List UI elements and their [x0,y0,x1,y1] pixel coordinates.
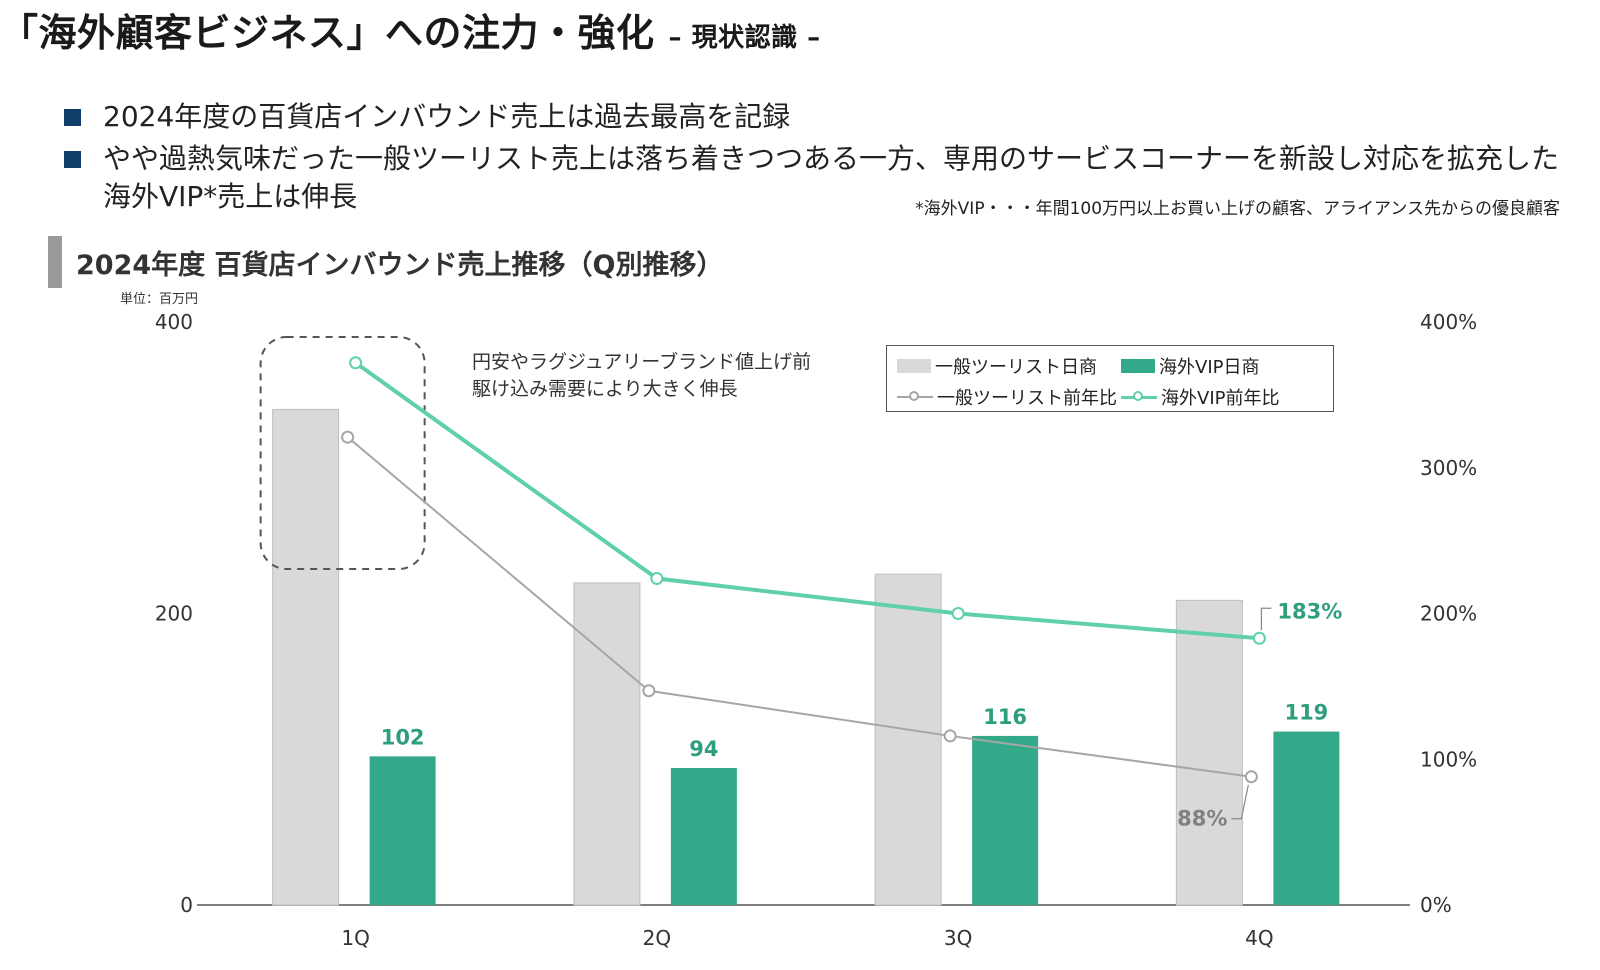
bar-tourist [874,573,942,906]
y-left-tick-label: 0 [180,893,193,917]
bar-tourist [1175,599,1243,906]
legend-item: 一般ツーリスト日商 [897,353,1097,379]
annotation-line: 円安やラグジュアリーブランド値上げ前 [472,351,812,373]
legend-item: 海外VIP日商 [1121,353,1259,379]
legend-swatch-bar [1121,359,1155,373]
x-tick-label: 4Q [1245,926,1273,950]
line-tourist-marker [341,430,355,444]
y-left-tick-label: 400 [155,310,193,334]
chart-annotation: 円安やラグジュアリーブランド値上げ前 駆け込み需要により大きく伸長 [472,349,811,403]
section-header: 2024年度 百貨店インバウンド売上推移（Q別推移） [48,236,724,288]
y-right-tick-label: 0% [1420,893,1452,917]
page-title-sub: – 現状認識 – [668,23,821,53]
section-accent-bar [48,236,62,288]
line-tourist-marker [642,684,656,698]
footnote: *海外VIP・・・年間100万円以上お買い上げの顧客、アライアンス先からの優良顧… [915,199,1560,219]
legend-swatch-bar [897,359,931,373]
unit-label: 単位：百万円 [120,292,199,307]
tourist-last-value-label: 88% [1177,807,1227,831]
bar-vip-value-label: 102 [381,725,425,749]
bar-vip-value-label: 116 [983,705,1027,729]
legend-label: 一般ツーリスト前年比 [937,388,1117,409]
line-tourist [346,436,1252,778]
page-title: 「海外顧客ビジネス」への注力・強化 – 現状認識 – [0,2,821,57]
line-vip [354,361,1260,641]
line-vip-marker [951,607,965,620]
line-tourist-marker [1244,770,1258,784]
section-title: 2024年度 百貨店インバウンド売上推移（Q別推移） [76,249,724,281]
legend-item: 海外VIP前年比 [1121,384,1279,410]
bar-vip-value-label: 119 [1284,701,1328,725]
bullet-item: やや過熱気味だった一般ツーリスト売上は落ち着きつつある一方、専用のサービスコーナ… [64,140,1559,216]
x-tick-label: 3Q [944,926,972,950]
bar-tourist [272,408,340,906]
y-left-tick-label: 200 [155,602,193,626]
bar-tourist [573,582,641,906]
bullet-square-icon [64,109,81,126]
line-vip-marker [349,356,363,370]
bullet-text: 2024年度の百貨店インバウンド売上は過去最高を記録 [103,100,791,133]
line-vip-marker [1252,631,1266,645]
tourist-callout-leader [1231,784,1249,820]
line-tourist-marker [943,729,957,743]
bar-vip [972,735,1039,905]
bullet-square-icon [64,151,81,168]
bar-vip [1273,731,1340,905]
bullet-list: 2024年度の百貨店インバウンド売上は過去最高を記録 やや過熱気味だった一般ツー… [64,98,1559,220]
annotation-line: 駆け込み需要により大きく伸長 [472,378,738,400]
vip-last-value-label: 183% [1277,599,1342,623]
x-tick-label: 1Q [341,926,369,950]
legend-item: 一般ツーリスト前年比 [897,384,1117,410]
line-vip-marker [650,572,664,586]
legend-label: 一般ツーリスト日商 [935,357,1097,378]
bullet-text: やや過熱気味だった一般ツーリスト売上は落ち着きつつある一方、専用のサービスコーナ… [103,140,1559,216]
legend-label: 海外VIP日商 [1159,357,1260,378]
bar-vip [670,767,737,905]
legend-swatch-line [897,390,933,404]
y-right-tick-label: 100% [1420,747,1477,771]
vip-callout-leader [1260,607,1272,631]
annotation-box [259,336,426,570]
y-right-tick-label: 300% [1420,456,1477,480]
x-tick-label: 2Q [643,926,671,950]
bullet-item: 2024年度の百貨店インバウンド売上は過去最高を記録 [64,98,1559,136]
bar-vip [369,756,436,905]
bar-vip-value-label: 94 [689,737,718,761]
legend-swatch-line [1121,390,1157,404]
page-title-main: 「海外顧客ビジネス」への注力・強化 [0,11,655,55]
legend-label: 海外VIP前年比 [1161,388,1280,409]
bullet-text-line: 海外VIP*売上は伸長 [103,180,358,213]
bullet-text-line: やや過熱気味だった一般ツーリスト売上は落ち着きつつある一方、専用のサービスコーナ… [103,142,1560,175]
y-right-tick-label: 200% [1420,602,1477,626]
chart-legend: 一般ツーリスト日商 海外VIP日商 一般ツーリスト前年比 海外VIP前年比 [886,345,1334,412]
y-right-tick-label: 400% [1420,310,1477,334]
